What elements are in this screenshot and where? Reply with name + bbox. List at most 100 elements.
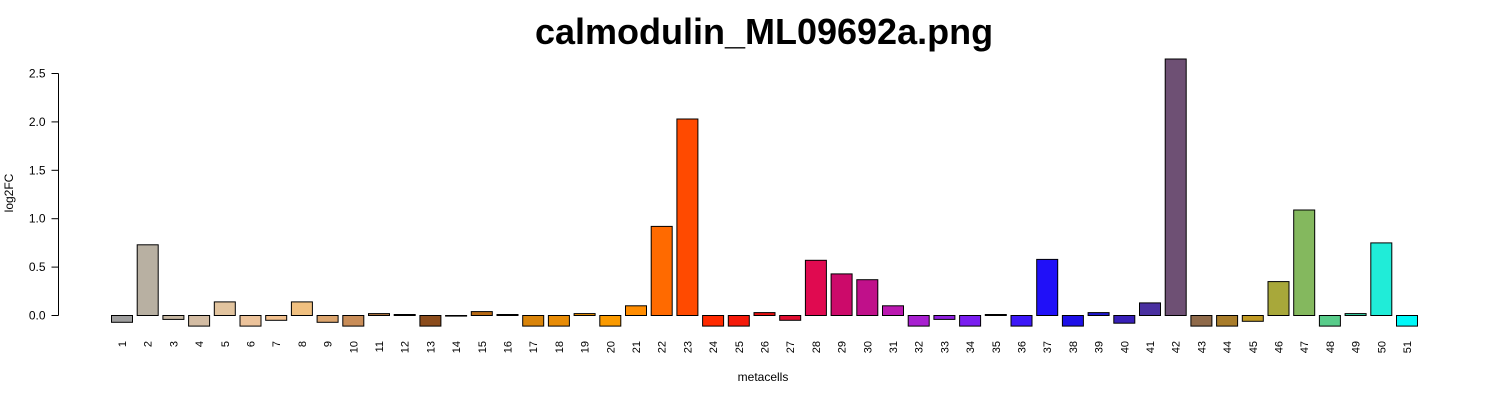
bar-metacell-26 [753, 312, 776, 317]
x-tick-label: 18 [554, 341, 566, 353]
x-tick-label: 49 [1351, 341, 1363, 353]
bar-metacell-43 [1190, 315, 1213, 327]
x-tick-label: 35 [991, 341, 1003, 353]
x-tick-label: 44 [1222, 341, 1234, 353]
x-tick-label: 28 [811, 341, 823, 353]
x-tick-label: 36 [1017, 341, 1029, 353]
x-tick-label: 22 [657, 341, 669, 353]
x-tick-label: 21 [631, 341, 643, 353]
bar-metacell-42 [1164, 58, 1187, 316]
bar-metacell-49 [1344, 313, 1367, 317]
bar-metacell-21 [625, 305, 647, 316]
bar-metacell-17 [522, 315, 545, 327]
x-tick-label: 27 [785, 341, 797, 353]
y-tick-label: 1.0 [29, 212, 46, 226]
bar-metacell-31 [882, 305, 904, 316]
bar-metacell-1 [111, 315, 133, 323]
bars [111, 58, 1418, 327]
x-tick-label: 37 [1042, 341, 1054, 353]
x-tick-label: 9 [323, 341, 335, 347]
bar-metacell-32 [907, 315, 930, 327]
bar-metacell-20 [599, 315, 622, 327]
bar-metacell-47 [1293, 209, 1316, 316]
bar-metacell-40 [1113, 315, 1136, 324]
x-tick-label: 31 [888, 341, 900, 353]
x-tick-label: 2 [143, 341, 155, 347]
bar-metacell-3 [162, 315, 185, 320]
x-tick-label: 51 [1402, 341, 1414, 353]
bar-metacell-2 [136, 244, 159, 316]
x-tick-label: 15 [477, 341, 489, 353]
bar-metacell-9 [316, 315, 339, 323]
bar-metacell-35 [984, 314, 1007, 316]
x-tick-label: 33 [939, 341, 951, 353]
bar-metacell-44 [1216, 315, 1239, 327]
x-tick-label: 38 [1068, 341, 1080, 353]
x-tick-label: 20 [605, 341, 617, 353]
bar-metacell-28 [804, 259, 827, 316]
bar-metacell-29 [830, 273, 853, 316]
x-tick-label: 32 [914, 341, 926, 353]
bar-metacell-10 [342, 315, 365, 327]
x-tick-label: 30 [862, 341, 874, 353]
x-tick-label: 34 [965, 341, 977, 353]
x-tick-label: 42 [1171, 341, 1183, 353]
x-tick-label: 17 [528, 341, 540, 353]
bar-metacell-15 [470, 311, 493, 317]
y-tick-label: 1.5 [29, 163, 46, 177]
x-tick-labels: 1 2 3 4 5 6 7 8 9 10 11 12 13 14 15 16 17 18 19 20 21 22 23 24 2… [117, 341, 1414, 353]
bar-metacell-51 [1396, 315, 1418, 327]
bar-metacell-27 [779, 315, 802, 321]
bar-metacell-5 [213, 301, 236, 316]
bar-metacell-12 [393, 314, 416, 316]
bar-metacell-23 [676, 118, 699, 316]
bar-metacell-33 [933, 315, 956, 320]
y-axis-label: log2FC [2, 173, 16, 212]
x-tick-label: 50 [1376, 341, 1388, 353]
x-tick-label: 46 [1274, 341, 1286, 353]
bar-metacell-34 [959, 315, 982, 327]
bar-metacell-30 [856, 279, 879, 317]
x-tick-label: 26 [760, 341, 772, 353]
x-axis-label: metacells [738, 370, 789, 384]
bar-metacell-22 [650, 225, 673, 316]
y-tick-label: 2.5 [29, 67, 46, 81]
x-tick-label: 45 [1248, 341, 1260, 353]
x-tick-label: 23 [682, 341, 694, 353]
bar-metacell-14 [445, 315, 468, 317]
x-tick-label: 47 [1299, 341, 1311, 353]
x-tick-label: 1 [117, 341, 129, 347]
x-tick-label: 19 [580, 341, 592, 353]
bar-metacell-18 [547, 315, 570, 327]
x-tick-label: 5 [220, 341, 232, 347]
y-tick-label: 2.0 [29, 115, 46, 129]
x-tick-label: 41 [1145, 341, 1157, 353]
bar-metacell-36 [1010, 315, 1033, 327]
x-tick-label: 16 [503, 341, 515, 353]
x-tick-label: 3 [168, 341, 180, 347]
bar-metacell-37 [1036, 258, 1059, 316]
bar-metacell-25 [727, 315, 750, 327]
x-tick-label: 43 [1196, 341, 1208, 353]
x-tick-label: 25 [734, 341, 746, 353]
bar-metacell-24 [702, 315, 725, 327]
x-tick-label: 4 [194, 341, 206, 347]
bar-metacell-4 [188, 315, 211, 327]
x-tick-label: 24 [708, 341, 720, 353]
bar-metacell-41 [1139, 302, 1161, 316]
chart-title: calmodulin_ML09692a.png [535, 11, 993, 52]
bar-metacell-45 [1241, 315, 1264, 322]
bar-metacell-6 [239, 315, 262, 327]
x-tick-label: 29 [837, 341, 849, 353]
bar-metacell-50 [1370, 242, 1393, 316]
y-tick-label: 0.5 [29, 260, 46, 274]
x-tick-label: 40 [1119, 341, 1131, 353]
x-tick-label: 39 [1094, 341, 1106, 353]
x-tick-label: 11 [374, 341, 386, 352]
x-tick-label: 8 [297, 341, 309, 347]
bar-metacell-38 [1061, 315, 1084, 327]
bar-metacell-19 [573, 313, 596, 317]
bar-metacell-8 [290, 301, 313, 316]
bar-metacell-39 [1087, 312, 1110, 317]
